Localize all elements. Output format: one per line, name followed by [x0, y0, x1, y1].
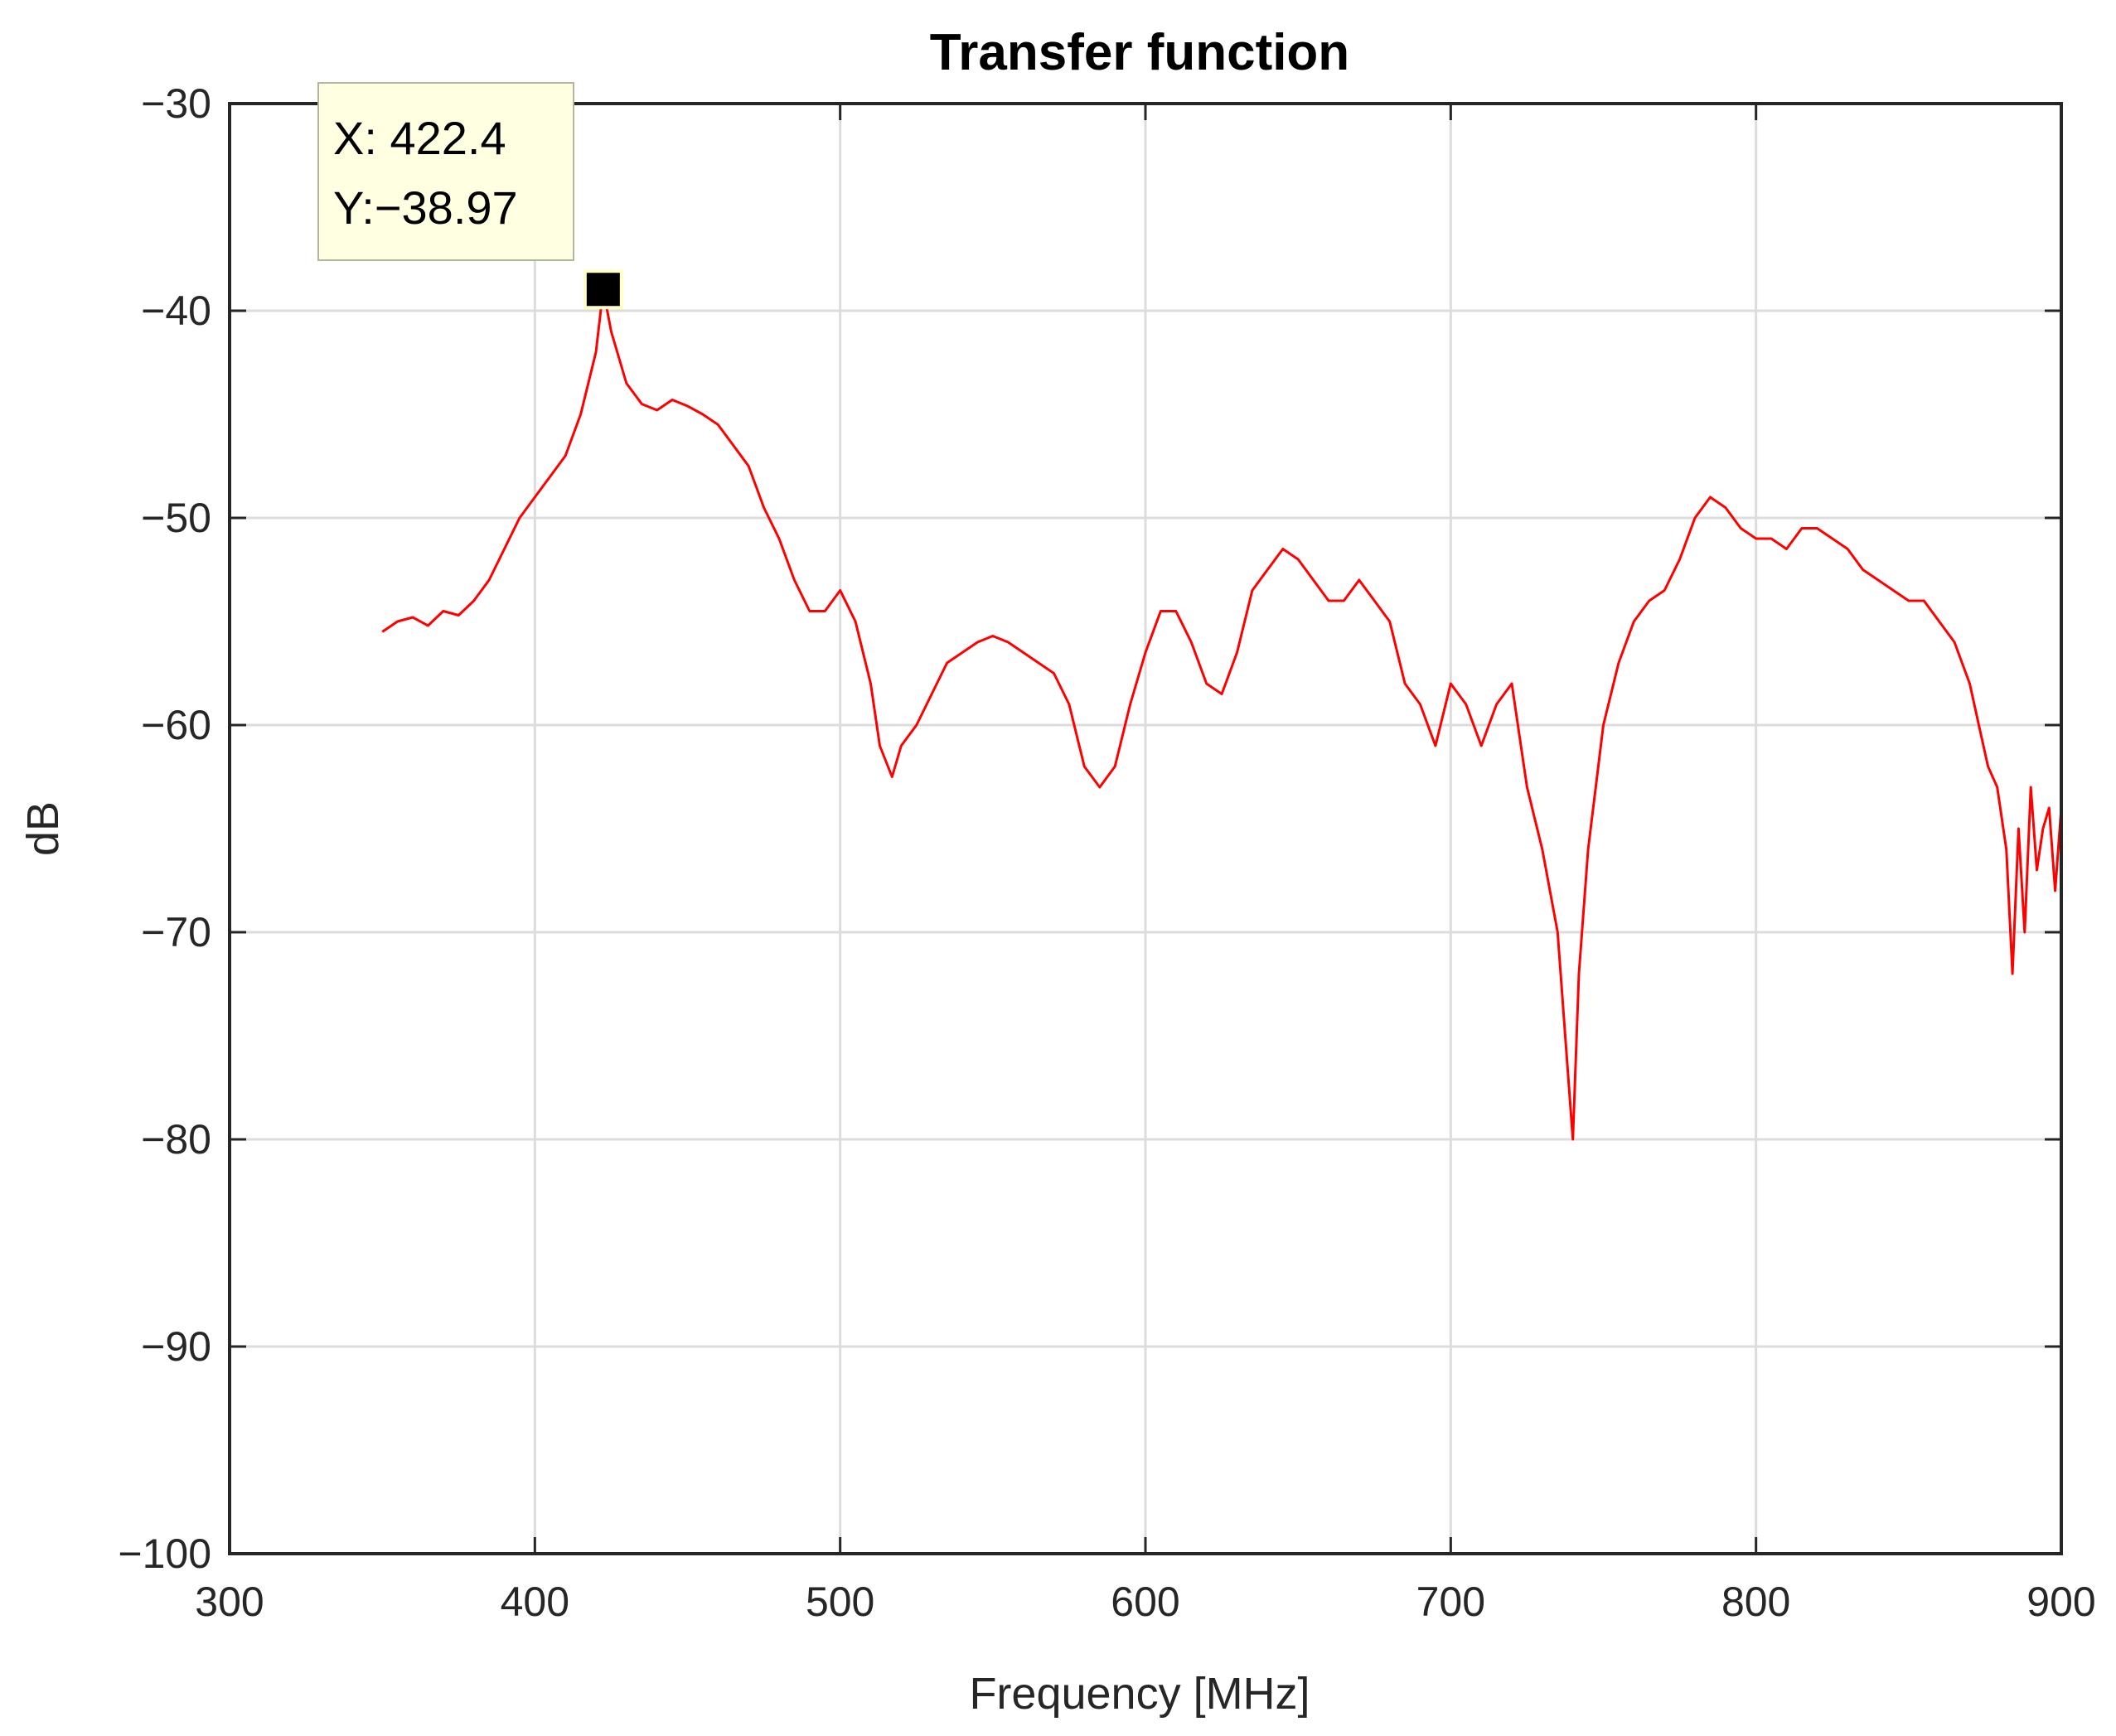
y-tick-label: −100: [118, 1530, 211, 1577]
y-tick-label: −40: [141, 288, 211, 334]
series-line: [381, 288, 2063, 1141]
y-tick-label: −70: [141, 909, 211, 955]
ticks: 300 400 500 600 700 800 900 −30 −40 −50 −60 −70 −80 −…: [118, 80, 2095, 1625]
x-tick-label: 900: [2026, 1579, 2095, 1625]
y-tick-label: −30: [141, 80, 211, 127]
x-tick-label: 500: [806, 1579, 874, 1625]
datatip-x-label: X: 422.4: [333, 112, 506, 164]
y-tick-label: −60: [141, 702, 211, 748]
datatip-y-label: Y:−38.97: [333, 181, 518, 234]
x-axis-label: Frequency [MHz]: [969, 1669, 1310, 1719]
chart-title: Transfer function: [930, 24, 1349, 81]
x-tick-label: 300: [195, 1579, 264, 1625]
datatip[interactable]: X: 422.4 Y:−38.97: [317, 82, 623, 310]
datatip-box[interactable]: [317, 82, 574, 261]
y-axis-label: dB: [18, 801, 68, 856]
y-tick-label: −90: [141, 1323, 211, 1370]
x-tick-label: 600: [1111, 1579, 1179, 1625]
series-layer: [381, 288, 2063, 1141]
y-tick-label: −50: [141, 495, 211, 541]
y-tick-label: −80: [141, 1116, 211, 1163]
datatip-marker[interactable]: [583, 269, 623, 310]
x-tick-label: 800: [1721, 1579, 1790, 1625]
x-tick-label: 400: [501, 1579, 569, 1625]
x-tick-label: 700: [1416, 1579, 1485, 1625]
grid: [230, 104, 2061, 1554]
